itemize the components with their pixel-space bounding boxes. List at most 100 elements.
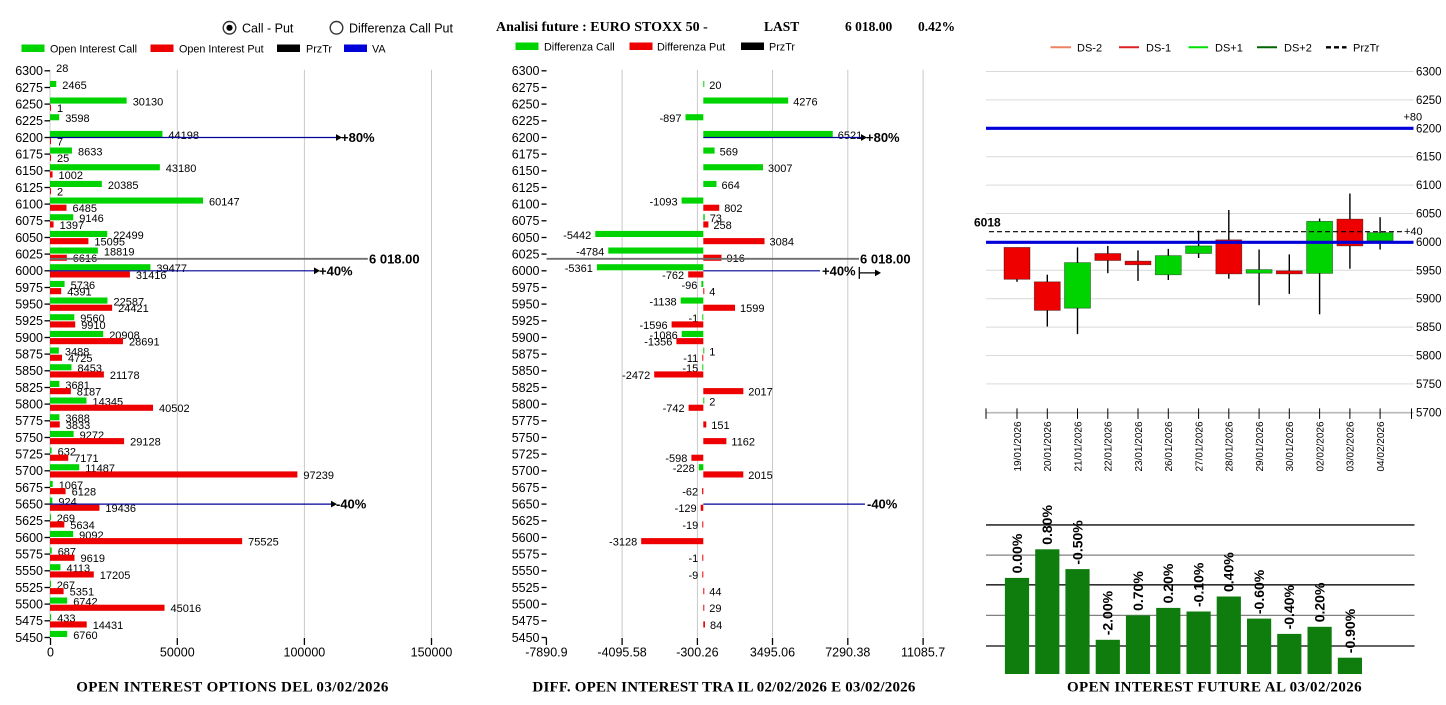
- svg-text:5725: 5725: [15, 447, 43, 461]
- svg-text:-1093: -1093: [649, 196, 677, 208]
- svg-text:31416: 31416: [136, 270, 167, 282]
- svg-text:7290.38: 7290.38: [825, 646, 870, 660]
- svg-text:6018: 6018: [974, 216, 1001, 230]
- svg-text:664: 664: [722, 180, 740, 192]
- svg-text:+80: +80: [1404, 111, 1423, 123]
- svg-text:3495.06: 3495.06: [750, 646, 795, 660]
- svg-text:6250: 6250: [512, 97, 540, 111]
- svg-text:6050: 6050: [512, 231, 540, 245]
- svg-text:-129: -129: [675, 503, 697, 515]
- svg-text:3833: 3833: [66, 420, 90, 432]
- svg-text:50000: 50000: [160, 646, 195, 660]
- svg-text:-0.50%: -0.50%: [1069, 520, 1085, 565]
- svg-text:20/01/2026: 20/01/2026: [1043, 421, 1054, 471]
- svg-text:6250: 6250: [1416, 95, 1442, 107]
- svg-text:6300: 6300: [1416, 67, 1442, 79]
- svg-text:23/01/2026: 23/01/2026: [1134, 421, 1145, 471]
- svg-text:2465: 2465: [62, 80, 86, 92]
- svg-text:7171: 7171: [74, 453, 98, 465]
- svg-text:5700: 5700: [1416, 407, 1442, 419]
- svg-text:0.80%: 0.80%: [1039, 505, 1055, 545]
- svg-text:29: 29: [709, 603, 721, 615]
- svg-text:3681: 3681: [65, 380, 89, 392]
- svg-text:DS-2: DS-2: [1077, 43, 1102, 55]
- svg-text:Differenza Call: Differenza Call: [544, 42, 615, 54]
- svg-text:100000: 100000: [284, 646, 326, 660]
- svg-text:+40: +40: [1404, 226, 1423, 238]
- svg-text:15095: 15095: [94, 237, 125, 249]
- svg-text:-5442: -5442: [563, 230, 591, 242]
- svg-text:5575: 5575: [512, 547, 540, 561]
- svg-text:6200: 6200: [1416, 123, 1442, 135]
- svg-text:5750: 5750: [15, 431, 43, 445]
- svg-text:5850: 5850: [1416, 322, 1442, 334]
- svg-text:0.00%: 0.00%: [1009, 533, 1025, 573]
- svg-text:5500: 5500: [15, 597, 43, 611]
- svg-text:3688: 3688: [65, 413, 89, 425]
- svg-text:5800: 5800: [512, 397, 540, 411]
- svg-text:22499: 22499: [113, 230, 144, 242]
- svg-text:+80%: +80%: [866, 130, 900, 145]
- svg-text:-2472: -2472: [622, 370, 650, 382]
- svg-text:6000: 6000: [512, 264, 540, 278]
- svg-text:Analisi future : EURO STOXX 50: Analisi future : EURO STOXX 50 -: [496, 20, 708, 35]
- svg-text:9619: 9619: [81, 553, 105, 565]
- svg-text:5525: 5525: [512, 581, 540, 595]
- svg-text:2015: 2015: [748, 470, 772, 482]
- svg-text:1397: 1397: [60, 220, 84, 232]
- svg-text:6300: 6300: [15, 64, 43, 78]
- svg-text:5750: 5750: [1416, 379, 1442, 391]
- svg-text:-5361: -5361: [565, 263, 593, 275]
- svg-text:-762: -762: [662, 270, 684, 282]
- svg-text:-2.00%: -2.00%: [1100, 590, 1116, 635]
- svg-text:258: 258: [713, 220, 731, 232]
- svg-text:5351: 5351: [70, 587, 94, 599]
- svg-text:5625: 5625: [512, 514, 540, 528]
- svg-text:5950: 5950: [1416, 265, 1442, 277]
- svg-text:44198: 44198: [168, 130, 199, 142]
- svg-text:4276: 4276: [793, 96, 817, 108]
- svg-text:02/02/2026: 02/02/2026: [1315, 421, 1326, 471]
- svg-text:6050: 6050: [1416, 209, 1442, 221]
- svg-text:5950: 5950: [512, 297, 540, 311]
- svg-text:84: 84: [710, 620, 722, 632]
- svg-text:7: 7: [57, 137, 63, 149]
- svg-text:5775: 5775: [15, 414, 43, 428]
- svg-text:150000: 150000: [411, 646, 453, 660]
- svg-text:0.40%: 0.40%: [1221, 552, 1237, 592]
- svg-text:-11: -11: [683, 353, 698, 365]
- svg-text:22587: 22587: [114, 296, 145, 308]
- svg-text:5650: 5650: [15, 497, 43, 511]
- svg-text:5950: 5950: [15, 297, 43, 311]
- svg-text:17205: 17205: [100, 570, 131, 582]
- svg-text:5900: 5900: [512, 331, 540, 345]
- svg-text:-4784: -4784: [576, 246, 604, 258]
- svg-text:151: 151: [711, 420, 729, 432]
- svg-text:6275: 6275: [15, 81, 43, 95]
- svg-text:21178: 21178: [110, 370, 140, 382]
- svg-text:20385: 20385: [108, 180, 139, 192]
- svg-text:5975: 5975: [512, 281, 540, 295]
- svg-text:29/01/2026: 29/01/2026: [1255, 421, 1266, 471]
- svg-text:0.20%: 0.20%: [1312, 582, 1328, 622]
- svg-text:5850: 5850: [512, 364, 540, 378]
- svg-text:44: 44: [709, 587, 721, 599]
- svg-text:Call - Put: Call - Put: [242, 22, 294, 36]
- svg-text:-0.40%: -0.40%: [1281, 584, 1297, 629]
- svg-text:5725: 5725: [512, 447, 540, 461]
- svg-text:-9: -9: [689, 570, 699, 582]
- svg-text:5875: 5875: [15, 347, 43, 361]
- svg-text:6128: 6128: [72, 487, 96, 499]
- svg-text:5634: 5634: [70, 520, 94, 532]
- svg-text:6175: 6175: [512, 147, 540, 161]
- svg-text:5600: 5600: [15, 531, 43, 545]
- svg-text:-0.60%: -0.60%: [1251, 569, 1267, 614]
- svg-text:DIFF. OPEN INTEREST TRA IL 02/: DIFF. OPEN INTEREST TRA IL 02/02/2026 E …: [532, 680, 915, 696]
- svg-text:LAST: LAST: [764, 19, 799, 34]
- svg-text:6175: 6175: [15, 147, 43, 161]
- svg-text:8187: 8187: [77, 387, 101, 399]
- svg-text:5525: 5525: [15, 581, 43, 595]
- svg-text:802: 802: [724, 203, 742, 215]
- svg-text:+40%: +40%: [319, 263, 353, 278]
- svg-text:2: 2: [57, 187, 63, 199]
